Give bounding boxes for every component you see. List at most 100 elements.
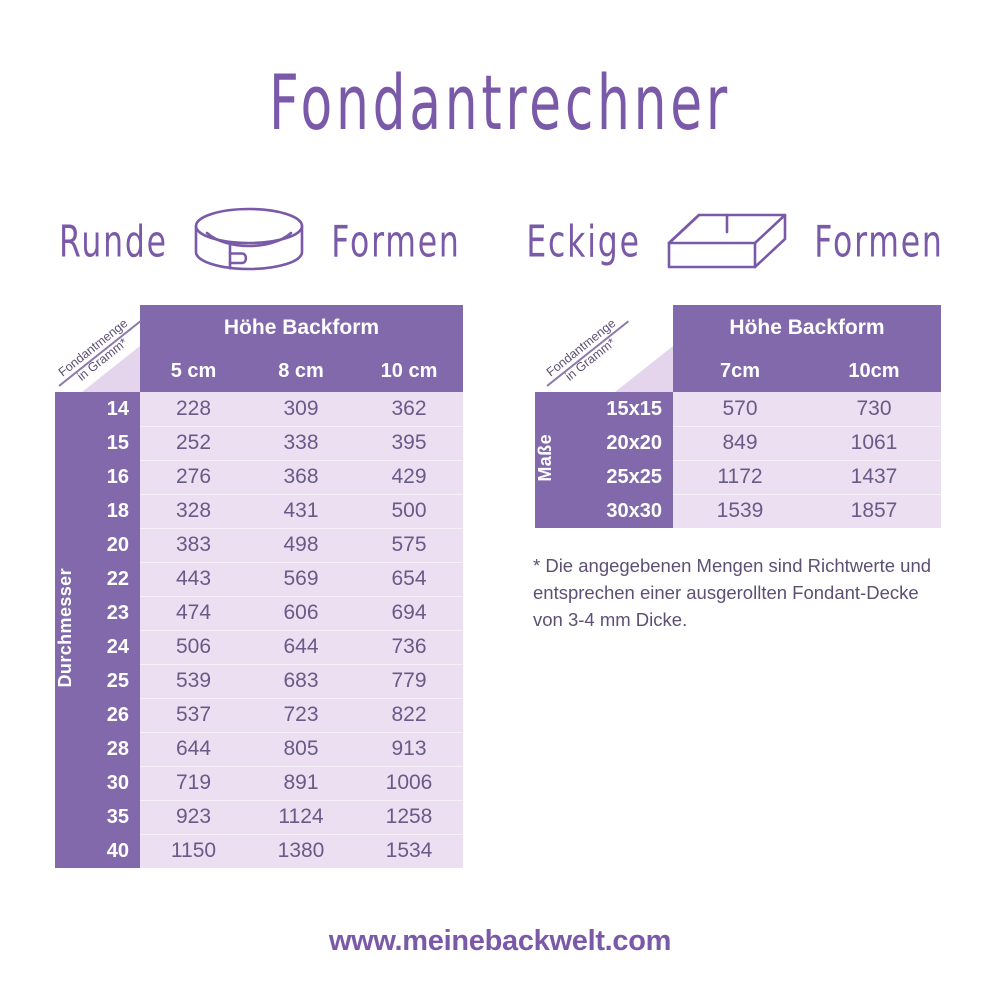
table-square-col-1: 10cm: [807, 350, 942, 392]
cell-value: 1539: [673, 493, 807, 528]
row-label: 15: [85, 426, 140, 460]
cell-value: 506: [140, 629, 247, 664]
cell-value: 500: [355, 493, 463, 528]
cell-value: 736: [355, 629, 463, 664]
table-square-col-0: 7cm: [673, 350, 807, 392]
axis-label-masse: Maße: [535, 392, 569, 528]
row-label: 40: [85, 834, 140, 868]
table-row: 30x30 1539 1857: [535, 493, 942, 528]
section-heading-square: Eckige Formen: [525, 203, 944, 283]
cell-value: 498: [247, 527, 355, 562]
row-label: 26: [85, 698, 140, 732]
cell-value: 1437: [807, 459, 942, 494]
cell-value: 683: [247, 663, 355, 698]
axis-label-text: Maße: [535, 433, 555, 482]
row-label: 20x20: [569, 426, 673, 460]
cell-value: 395: [355, 425, 463, 460]
table-square-header-hoehe: Höhe Backform: [673, 305, 942, 350]
cell-value: 228: [140, 392, 247, 426]
cell-value: 779: [355, 663, 463, 698]
footnote-text: * Die angegebenen Mengen sind Richtwerte…: [533, 555, 932, 630]
row-label: 16: [85, 460, 140, 494]
row-label: 25x25: [569, 460, 673, 494]
cell-value: 338: [247, 425, 355, 460]
table-row: 26 537 723 822: [55, 697, 463, 732]
table-row: 22 443 569 654: [55, 561, 463, 596]
cell-value: 362: [355, 392, 463, 426]
table-row: 20 383 498 575: [55, 527, 463, 562]
cell-value: 383: [140, 527, 247, 562]
cell-value: 1534: [355, 833, 463, 868]
section-word-formen-round: Formen: [330, 217, 461, 268]
cell-value: 723: [247, 697, 355, 732]
cell-value: 539: [140, 663, 247, 698]
row-label: 24: [85, 630, 140, 664]
table-round-header-hoehe: Höhe Backform: [140, 305, 463, 350]
table-square-header-row-sub: 7cm 10cm: [535, 350, 942, 392]
cell-value: 1380: [247, 833, 355, 868]
cell-value: 1258: [355, 799, 463, 834]
cell-value: 1006: [355, 765, 463, 800]
row-label: 25: [85, 664, 140, 698]
cell-value: 822: [355, 697, 463, 732]
row-label: 30x30: [569, 494, 673, 528]
axis-label-text: Durchmesser: [55, 567, 75, 688]
rectangular-baking-pan-icon: [663, 205, 791, 282]
row-label: 23: [85, 596, 140, 630]
cell-value: 1150: [140, 833, 247, 868]
row-label: 30: [85, 766, 140, 800]
cell-value: 328: [140, 493, 247, 528]
row-label: 35: [85, 800, 140, 834]
table-round-forms: Fondantmenge in Gramm* Höhe Backform 5 c…: [55, 305, 463, 868]
cell-value: 644: [140, 731, 247, 766]
corner-cell-square: Fondantmenge in Gramm*: [535, 305, 673, 392]
cell-value: 368: [247, 459, 355, 494]
cell-value: 891: [247, 765, 355, 800]
cell-value: 1061: [807, 425, 942, 460]
row-label: 18: [85, 494, 140, 528]
cell-value: 429: [355, 459, 463, 494]
table-round-header-row-main: Fondantmenge in Gramm* Höhe Backform: [55, 305, 463, 392]
table-row: 40 1150 1380 1534: [55, 833, 463, 868]
table-row: 16 276 368 429: [55, 459, 463, 494]
table-row: Maße 15x15 570 730: [535, 392, 942, 528]
table-square-header-row-main: Fondantmenge in Gramm* Höhe Backform: [535, 305, 942, 392]
table-row: 15 252 338 395: [55, 425, 463, 460]
cell-value: 923: [140, 799, 247, 834]
cell-value: 694: [355, 595, 463, 630]
cell-value: 913: [355, 731, 463, 766]
corner-cell-round: Fondantmenge in Gramm*: [55, 305, 142, 392]
table-row: Durchmesser 14 228 309 362: [55, 392, 463, 868]
table-row: 30 719 891 1006: [55, 765, 463, 800]
table-row: 35 923 1124 1258: [55, 799, 463, 834]
table-square-forms: Fondantmenge in Gramm* Höhe Backform 7cm…: [535, 305, 942, 528]
cell-value: 443: [140, 561, 247, 596]
table-row: 20x20 849 1061: [535, 425, 942, 460]
section-word-runde: Runde: [58, 217, 168, 268]
page-title: Fondantrechner: [269, 58, 731, 148]
cell-value: 1124: [247, 799, 355, 834]
section-word-eckige: Eckige: [525, 217, 641, 268]
cell-value: 569: [247, 561, 355, 596]
row-label: 20: [85, 528, 140, 562]
table-round-col-0: 5 cm: [140, 350, 247, 392]
row-label: 28: [85, 732, 140, 766]
table-round-col-2: 10 cm: [355, 350, 463, 392]
row-label: 22: [85, 562, 140, 596]
cell-value: 1857: [807, 493, 942, 528]
cell-value: 537: [140, 697, 247, 732]
cell-value: 575: [355, 527, 463, 562]
row-label: 14: [85, 392, 140, 426]
cell-value: 606: [247, 595, 355, 630]
cell-value: 719: [140, 765, 247, 800]
table-round-col-1: 8 cm: [247, 350, 355, 392]
table-round-header-row-sub: 5 cm 8 cm 10 cm: [55, 350, 463, 392]
cell-value: 849: [673, 425, 807, 460]
section-word-formen-square: Formen: [813, 217, 944, 268]
table-row: 23 474 606 694: [55, 595, 463, 630]
cell-value: 309: [247, 392, 355, 426]
cell-value: 252: [140, 425, 247, 460]
cell-value: 1172: [673, 459, 807, 494]
table-row: 25 539 683 779: [55, 663, 463, 698]
